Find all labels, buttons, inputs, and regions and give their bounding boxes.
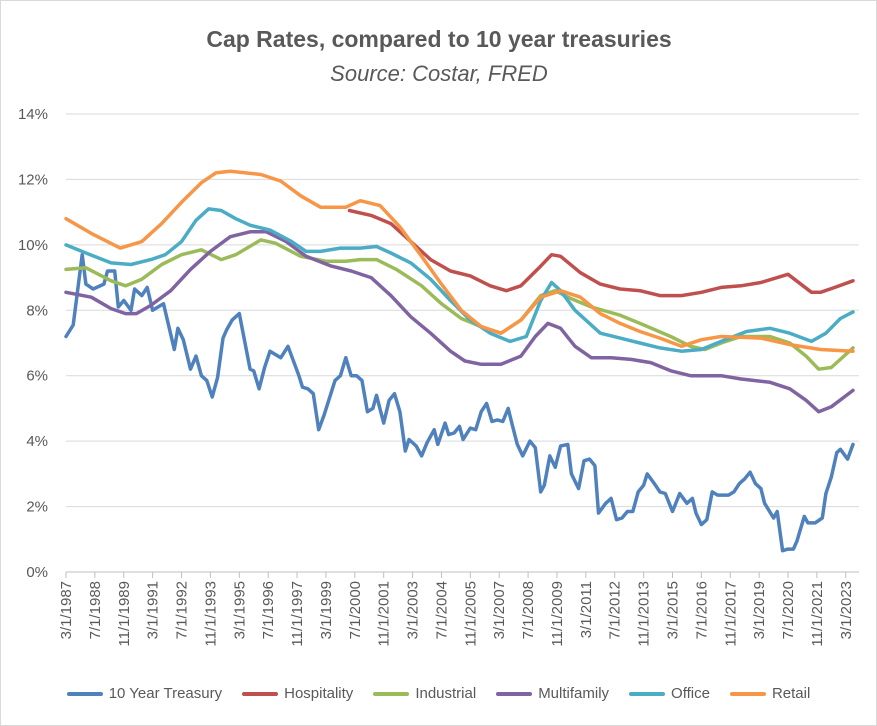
- x-tick-label: 3/1/2023: [838, 581, 855, 639]
- series-office: [64, 207, 855, 353]
- legend-item-industrial: Industrial: [373, 685, 476, 702]
- y-tick-label: 12%: [18, 171, 48, 188]
- legend-label: Retail: [771, 685, 811, 702]
- x-tick-label: 11/1/2017: [722, 581, 739, 647]
- x-tick-label: 3/1/2019: [751, 581, 768, 639]
- x-tick-label: 7/1/1996: [260, 581, 277, 639]
- chart-title: Cap Rates, compared to 10 year treasurie…: [206, 26, 671, 52]
- legend: 10 Year Treasury Hospitality Industrial Mul…: [1, 685, 876, 702]
- legend-item-multifamily: Multifamily: [496, 685, 609, 702]
- x-tick-label: 3/1/2015: [664, 581, 681, 639]
- y-tick-label: 10%: [18, 237, 48, 254]
- y-tick-label: 2%: [26, 499, 48, 516]
- series-10-year-treasury: [64, 252, 855, 553]
- series-line-industrial: [64, 238, 855, 371]
- legend-item-office: Office: [629, 685, 710, 702]
- legend-label: Industrial: [415, 685, 477, 702]
- y-tick-label: 0%: [26, 564, 48, 581]
- x-tick-label: 7/1/2016: [693, 581, 710, 639]
- legend-item-10-year-treasury: 10 Year Treasury: [66, 685, 223, 702]
- x-tick-label: 3/1/1987: [58, 581, 75, 639]
- legend-swatch: [373, 691, 410, 696]
- x-tick-label: 11/1/2005: [462, 581, 479, 647]
- legend-label: Multifamily: [538, 685, 610, 702]
- series-lines: [64, 169, 855, 553]
- x-tick-label: 7/1/1988: [87, 581, 104, 639]
- x-tick-label: 3/1/2011: [578, 581, 595, 638]
- x-tick-label: 11/1/2001: [376, 581, 393, 647]
- x-tick-label: 7/1/2012: [607, 581, 624, 639]
- x-tick-label: 11/1/2009: [549, 581, 566, 647]
- x-tick-label: 11/1/2021: [809, 581, 826, 647]
- legend-item-hospitality: Hospitality: [242, 685, 353, 702]
- x-tick-label: 3/1/1991: [145, 581, 162, 639]
- x-tick-label: 3/1/1999: [318, 581, 335, 639]
- y-tick-label: 8%: [26, 302, 48, 319]
- x-tick-label: 11/1/1997: [289, 581, 306, 647]
- legend-swatch: [242, 691, 279, 696]
- legend-label: Office: [671, 685, 710, 702]
- x-tick-label: 11/1/1989: [116, 581, 133, 647]
- x-tick-label: 7/1/2000: [347, 581, 364, 639]
- x-tick-label: 3/1/1995: [231, 581, 248, 639]
- y-tick-label: 14%: [18, 106, 48, 123]
- x-tick-label: 11/1/1993: [202, 581, 219, 647]
- x-tick-label: 7/1/2020: [780, 581, 797, 639]
- series-line-office: [64, 207, 855, 353]
- series-multifamily: [64, 230, 855, 414]
- legend-swatch: [496, 691, 533, 696]
- chart-subtitle: Source: Costar, FRED: [330, 61, 548, 86]
- series-hospitality: [347, 208, 855, 298]
- legend-swatch: [66, 691, 103, 696]
- x-tick-label: 11/1/2013: [636, 581, 653, 647]
- legend-label: 10 Year Treasury: [108, 685, 223, 702]
- series-retail: [64, 169, 855, 353]
- x-tick-label: 7/1/2004: [433, 581, 450, 639]
- series-line-retail: [64, 169, 855, 353]
- x-tick-label: 3/1/2007: [491, 581, 508, 639]
- series-line-hospitality: [347, 208, 855, 298]
- y-tick-label: 6%: [26, 368, 48, 385]
- x-tick-label: 7/1/1992: [174, 581, 191, 639]
- y-axis-ticks: 0% 2% 4% 6% 8% 10% 12% 14%: [18, 106, 48, 581]
- legend-swatch: [629, 691, 666, 696]
- series-line-multifamily: [64, 230, 855, 414]
- y-tick-label: 4%: [26, 433, 48, 450]
- x-tick-label: 3/1/2003: [405, 581, 422, 639]
- legend-label: Hospitality: [284, 685, 354, 702]
- x-tick-label: 7/1/2008: [520, 581, 537, 639]
- series-line-10-year-treasury: [64, 252, 855, 553]
- legend-item-retail: Retail: [729, 685, 811, 702]
- legend-swatch: [729, 691, 766, 696]
- x-axis-ticks: 3/1/1987 7/1/1988 11/1/1989 3/1/1991 7/1/199…: [58, 572, 855, 647]
